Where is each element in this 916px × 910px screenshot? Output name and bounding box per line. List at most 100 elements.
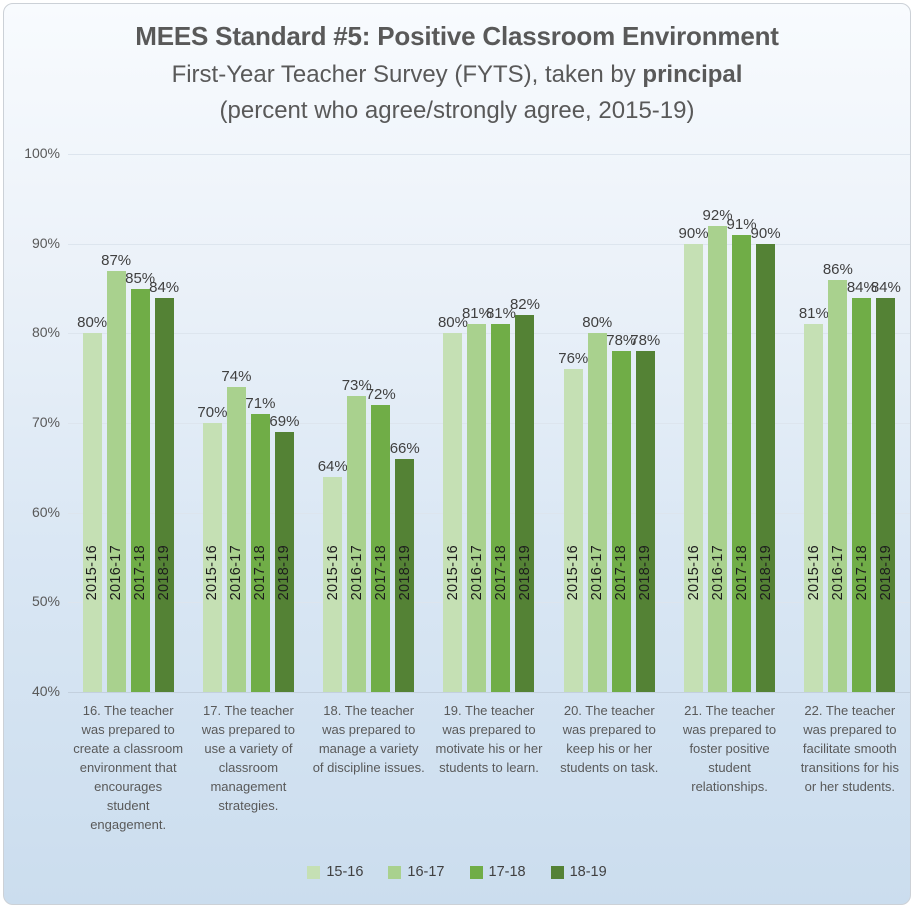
- bar-groups: 80% 2015-16 87% 2016-17 85% 2017-18 84% 2018-19…: [68, 154, 910, 692]
- legend-label: 15-16: [326, 864, 364, 880]
- bar-18-19: 90% 2018-19: [751, 225, 781, 692]
- legend-label: 16-17: [407, 864, 445, 880]
- bar-year-label: 2016-17: [709, 544, 726, 600]
- chart-subtitle-text: First-Year Teacher Survey (FYTS), taken …: [171, 61, 643, 88]
- bar-value-label: 80%: [582, 314, 613, 332]
- bar-value-label: 74%: [221, 368, 252, 386]
- bar-value-label: 82%: [509, 296, 540, 314]
- bar-17-18: 72% 2017-18: [366, 386, 396, 692]
- bar-year-label: 2017-18: [853, 544, 870, 600]
- bar-year-label: 2015-16: [565, 544, 582, 600]
- bar-value-label: 84%: [870, 278, 901, 296]
- bar-value-label: 81%: [485, 305, 516, 323]
- bar-16-17: 92% 2016-17: [703, 207, 733, 692]
- bar-year-label: 2017-18: [613, 544, 630, 600]
- bar-year-label: 2016-17: [468, 544, 485, 600]
- chart-title-block: MEES Standard #5: Positive Classroom Env…: [4, 21, 910, 125]
- bar-year-label: 2015-16: [324, 544, 341, 600]
- bar-year-label: 2015-16: [685, 544, 702, 600]
- bar-group-22: 81% 2015-16 86% 2016-17 84% 2017-18 84% 2018-19: [790, 154, 910, 692]
- bar-year-label: 2017-18: [372, 544, 389, 600]
- bar-value-label: 80%: [77, 314, 108, 332]
- y-axis-tick-label: 80%: [31, 324, 60, 341]
- legend-item-18-19: 18-19: [550, 864, 607, 880]
- legend-label: 17-18: [488, 864, 526, 880]
- bar-17-18: 91% 2017-18: [727, 216, 757, 692]
- y-axis-tick-label: 50%: [31, 593, 60, 610]
- gridline: [68, 512, 910, 514]
- category-axis-labels: 16. The teacher was prepared to create a…: [68, 701, 910, 834]
- bar-year-label: 2016-17: [829, 544, 846, 600]
- bar-value-label: 84%: [846, 278, 877, 296]
- category-label: 20. The teacher was prepared to keep his…: [560, 703, 659, 775]
- bar-value-label: 84%: [149, 278, 180, 296]
- bar-year-label: 2015-16: [204, 544, 221, 600]
- bar-value-label: 71%: [245, 395, 276, 413]
- chart-subtitle2: (percent who agree/strongly agree, 2015-…: [219, 97, 695, 124]
- bar-15-16: 64% 2015-16: [318, 458, 348, 692]
- bar-year-label: 2018-19: [276, 544, 293, 600]
- category-label: 17. The teacher was prepared to use a va…: [201, 703, 296, 813]
- bar-value-label: 90%: [678, 224, 709, 242]
- bar-group-21: 90% 2015-16 92% 2016-17 91% 2017-18 90% 2018-19: [669, 154, 789, 692]
- bar-group-18: 64% 2015-16 73% 2016-17 72% 2017-18 66% 2018-19: [309, 154, 429, 692]
- bar-value-label: 66%: [389, 439, 420, 457]
- bar-year-label: 2018-19: [155, 544, 172, 600]
- bar-value-label: 78%: [606, 332, 637, 350]
- bar-year-label: 2015-16: [83, 544, 100, 600]
- bar-17-18: 85% 2017-18: [125, 270, 155, 692]
- chart-subtitle: First-Year Teacher Survey (FYTS), taken …: [4, 61, 910, 89]
- bar-16-17: 73% 2016-17: [342, 377, 372, 692]
- bar-year-label: 2016-17: [107, 544, 124, 600]
- chart-frame: MEES Standard #5: Positive Classroom Env…: [3, 3, 911, 905]
- bar-value-label: 81%: [798, 305, 829, 323]
- bar-year-label: 2016-17: [228, 544, 245, 600]
- legend: 15-16 16-17 17-18 18-19: [4, 864, 910, 880]
- gridline: [68, 243, 910, 245]
- y-axis-tick-label: 60%: [31, 503, 60, 520]
- bar-15-16: 80% 2015-16: [438, 314, 468, 692]
- y-axis-tick-label: 70%: [31, 414, 60, 430]
- bar-15-16: 70% 2015-16: [197, 404, 227, 692]
- legend-label: 18-19: [569, 864, 607, 880]
- gridline: [68, 333, 910, 335]
- bar-15-16: 80% 2015-16: [77, 314, 107, 692]
- bar-value-label: 91%: [726, 215, 757, 233]
- bar-value-label: 64%: [317, 457, 348, 475]
- category-label: 19. The teacher was prepared to motivate…: [435, 703, 543, 775]
- category-label: 16. The teacher was prepared to create a…: [73, 703, 184, 832]
- bar-group-19: 80% 2015-16 81% 2016-17 81% 2017-18 82% 2018-19: [429, 154, 549, 692]
- bar-16-17: 81% 2016-17: [462, 305, 492, 692]
- bar-value-label: 70%: [197, 404, 228, 421]
- bar-15-16: 81% 2015-16: [799, 305, 829, 692]
- bar-value-label: 73%: [341, 377, 372, 395]
- bar-group-17: 70% 2015-16 74% 2016-17 71% 2017-18 69% 2018-19: [188, 154, 308, 692]
- bar-year-label: 2016-17: [348, 544, 365, 600]
- bar-year-label: 2018-19: [516, 544, 533, 600]
- legend-item-16-17: 16-17: [388, 864, 445, 880]
- bar-18-19: 66% 2018-19: [390, 440, 420, 692]
- bar-value-label: 76%: [558, 350, 589, 368]
- bar-value-label: 72%: [365, 386, 396, 404]
- bar-18-19: 69% 2018-19: [269, 413, 299, 692]
- y-axis-tick-label: 40%: [31, 683, 60, 699]
- category-label: 21. The teacher was prepared to foster p…: [682, 703, 777, 794]
- bar-value-label: 90%: [750, 224, 781, 242]
- bar-15-16: 90% 2015-16: [679, 225, 709, 692]
- bar-year-label: 2017-18: [252, 544, 269, 600]
- bar-value-label: 92%: [702, 206, 733, 224]
- bar-value-label: 69%: [269, 413, 300, 430]
- bar-value-label: 78%: [630, 332, 661, 350]
- bar-year-label: 2017-18: [131, 544, 148, 600]
- bar-18-19: 82% 2018-19: [510, 296, 540, 692]
- bar-year-label: 2016-17: [589, 544, 606, 600]
- bar-value-label: 87%: [101, 251, 132, 269]
- y-axis-tick-label: 100%: [24, 145, 60, 161]
- x-axis-line: [68, 692, 910, 693]
- bar-group-20: 76% 2015-16 80% 2016-17 78% 2017-18 78% 2018-19: [549, 154, 669, 692]
- category-label: 18. The teacher was prepared to manage a…: [312, 703, 425, 775]
- bar-value-label: 85%: [125, 269, 156, 287]
- bar-17-18: 71% 2017-18: [245, 395, 275, 692]
- bar-18-19: 84% 2018-19: [871, 279, 901, 692]
- bar-17-18: 84% 2017-18: [847, 279, 877, 692]
